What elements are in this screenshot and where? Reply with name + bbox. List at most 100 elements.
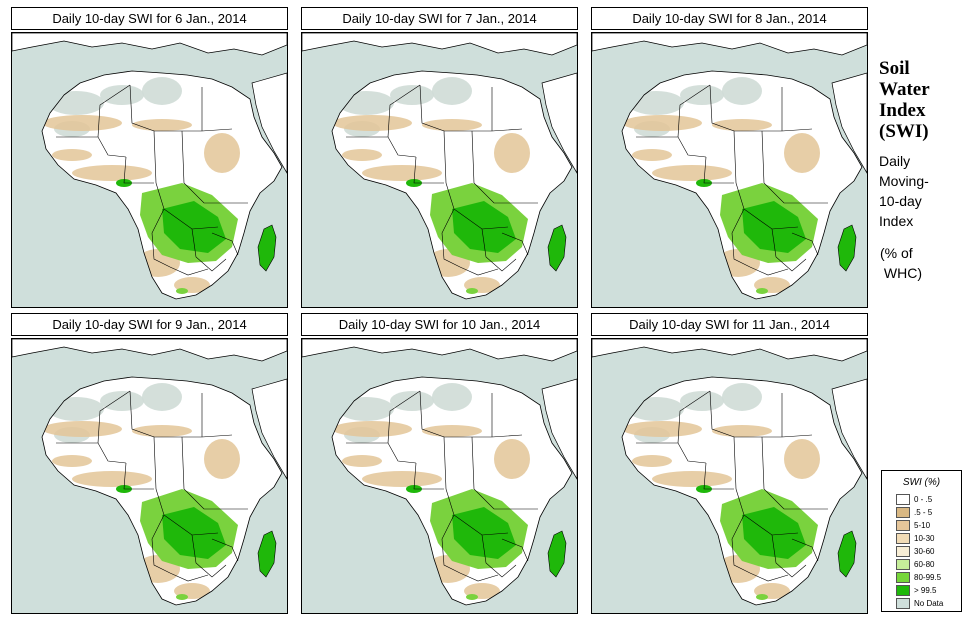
map-canvas <box>12 33 287 307</box>
legend-swatch <box>896 546 910 557</box>
europe-landmass <box>12 339 287 362</box>
madagascar <box>837 224 857 272</box>
madagascar <box>257 530 277 578</box>
legend-label: 5-10 <box>914 521 931 530</box>
swi-legend: SWI (%) 0 - .5 .5 - 5 5-10 10-30 30-60 6… <box>881 470 962 612</box>
index-subtitle-line: Daily <box>879 153 911 169</box>
country-border <box>441 514 461 574</box>
country-border <box>346 442 417 464</box>
country-border <box>471 436 538 510</box>
legend-label: 30-60 <box>914 547 935 556</box>
africa-coastline <box>621 376 863 606</box>
index-subtitle-line: Index <box>879 213 914 229</box>
legend-swatch <box>896 585 910 596</box>
legend-item: .5 - 5 <box>896 506 958 519</box>
panel-title: Daily 10-day SWI for 7 Jan., 2014 <box>301 7 578 30</box>
country-border <box>709 390 737 490</box>
legend-item: 10-30 <box>896 532 958 545</box>
map-canvas <box>12 339 287 613</box>
africa-map <box>591 338 868 614</box>
country-border <box>123 462 154 490</box>
arabia-landmass <box>831 378 867 480</box>
index-subtitle-line: Moving- <box>879 173 929 189</box>
country-border <box>791 232 819 256</box>
country-border <box>471 130 538 204</box>
country-border <box>191 228 227 272</box>
country-border <box>735 182 799 230</box>
madagascar <box>547 530 567 578</box>
country-border <box>791 538 819 562</box>
legend-item: 60-80 <box>896 558 958 571</box>
africa-map <box>11 32 288 308</box>
map-panel: Daily 10-day SWI for 6 Jan., 2014 <box>11 7 288 308</box>
country-border <box>459 572 499 582</box>
country-border <box>459 266 499 276</box>
country-border <box>441 208 461 268</box>
map-canvas <box>592 33 867 307</box>
map-panel: Daily 10-day SWI for 10 Jan., 2014 <box>301 313 578 614</box>
country-border <box>731 208 751 268</box>
legend-swatch <box>896 494 910 505</box>
africa-coastline <box>41 70 283 300</box>
map-canvas <box>592 339 867 613</box>
legend-item: 30-60 <box>896 545 958 558</box>
europe-landmass <box>592 339 867 362</box>
europe-landmass <box>592 33 867 56</box>
country-border <box>181 436 248 510</box>
index-description: Soil Water Index (SWI) Daily Moving- 10-… <box>879 58 965 283</box>
country-border <box>387 390 421 444</box>
index-unit: (% of WHC) <box>879 243 965 283</box>
legend-swatch <box>896 559 910 570</box>
country-border <box>735 488 799 536</box>
legend-item: 0 - .5 <box>896 493 958 506</box>
country-border <box>749 266 789 276</box>
country-border <box>191 534 227 578</box>
country-border <box>97 84 131 138</box>
country-border <box>731 514 751 574</box>
legend-label: 0 - .5 <box>914 495 933 504</box>
legend-swatch <box>896 572 910 583</box>
arabia-landmass <box>541 72 577 174</box>
index-unit-line: WHC) <box>880 265 922 281</box>
legend-label: 10-30 <box>914 534 935 543</box>
country-border <box>636 442 707 464</box>
country-border <box>151 514 171 574</box>
legend-swatch <box>896 507 910 518</box>
europe-landmass <box>12 33 287 56</box>
index-subtitle-line: 10-day <box>879 193 922 209</box>
europe-landmass <box>302 339 577 362</box>
arabia-landmass <box>831 72 867 174</box>
country-border <box>761 130 828 204</box>
country-border <box>56 136 127 158</box>
map-panel: Daily 10-day SWI for 7 Jan., 2014 <box>301 7 578 308</box>
country-border <box>749 572 789 582</box>
country-border <box>211 232 239 256</box>
map-panel: Daily 10-day SWI for 9 Jan., 2014 <box>11 313 288 614</box>
arabia-landmass <box>541 378 577 480</box>
swi-fill <box>42 77 240 294</box>
map-canvas <box>302 339 577 613</box>
legend-swatch <box>896 598 910 609</box>
africa-map <box>301 32 578 308</box>
country-border <box>771 228 807 272</box>
country-border <box>677 84 711 138</box>
country-border <box>155 488 219 536</box>
index-unit-line: (% of <box>880 245 913 261</box>
legend-item: No Data <box>896 597 958 610</box>
legend-label: No Data <box>914 599 944 608</box>
country-border <box>419 390 447 490</box>
panel-title: Daily 10-day SWI for 10 Jan., 2014 <box>301 313 578 336</box>
country-border <box>445 488 509 536</box>
country-border <box>636 136 707 158</box>
country-border <box>481 228 517 272</box>
map-canvas <box>302 33 577 307</box>
country-border <box>387 84 421 138</box>
country-border <box>501 538 529 562</box>
country-border <box>56 442 127 464</box>
panel-title: Daily 10-day SWI for 11 Jan., 2014 <box>591 313 868 336</box>
map-panel: Daily 10-day SWI for 11 Jan., 2014 <box>591 313 868 614</box>
madagascar <box>547 224 567 272</box>
africa-map <box>301 338 578 614</box>
country-border <box>481 534 517 578</box>
legend-label: > 99.5 <box>914 586 937 595</box>
